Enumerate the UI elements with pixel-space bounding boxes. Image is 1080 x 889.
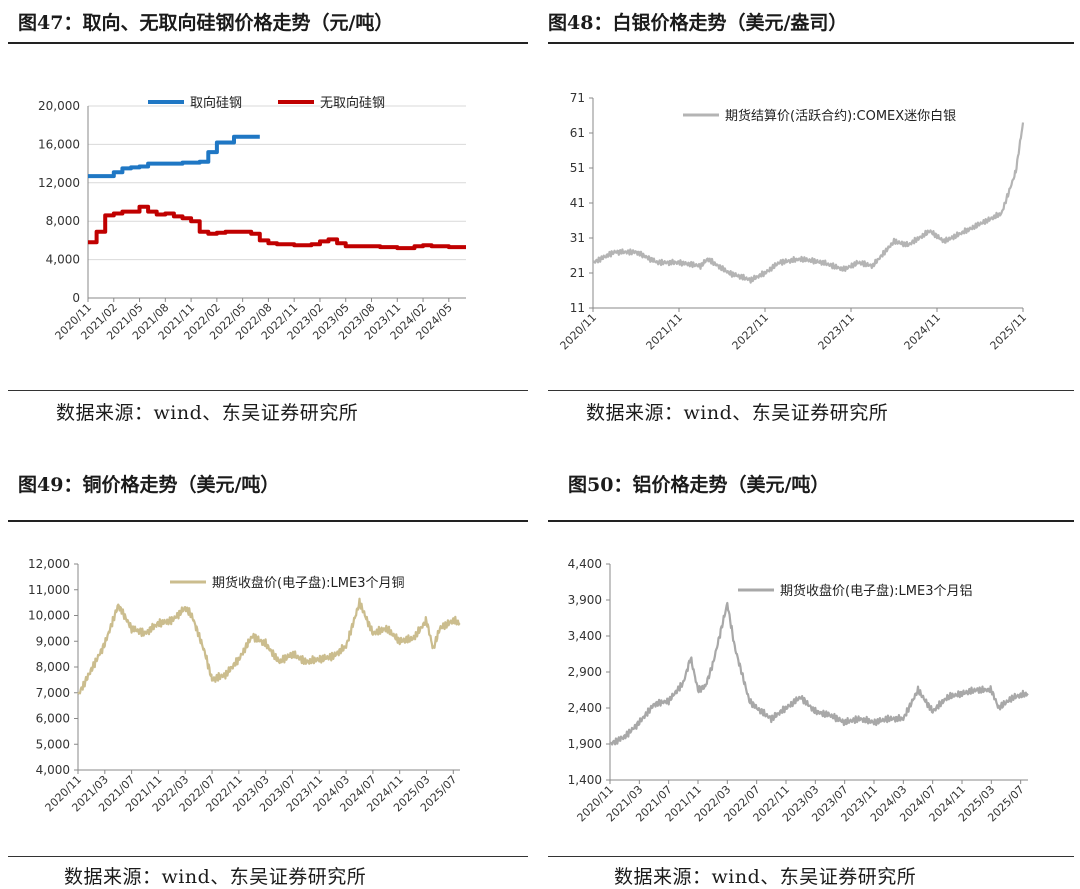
y-tick-label: 7,000 — [36, 686, 70, 700]
chart-copper: 4,000 5,000 6,000 7,000 8,000 9,000 10,000 11,0… — [28, 557, 461, 814]
series-line-0 — [592, 122, 1025, 284]
source-rule — [8, 390, 528, 391]
chart-panel-fig48: 图48：白银价格走势（美元/盎司） 11 21 31 41 51 61 71 2020/11 2… — [548, 0, 1074, 440]
y-tick-label: 8,000 — [46, 214, 80, 228]
figure-title: 图49：铜价格走势（美元/吨） — [18, 474, 280, 496]
y-tick-label: 12,000 — [28, 557, 70, 571]
y-tick-label: 1,900 — [568, 737, 602, 751]
y-tick-label: 12,000 — [38, 176, 80, 190]
source-rule — [548, 856, 1074, 857]
series-line-0 — [77, 597, 461, 695]
y-tick-label: 4,000 — [46, 253, 80, 267]
y-tick-label: 16,000 — [38, 137, 80, 151]
y-tick-label: 41 — [570, 196, 585, 210]
source-note: 数据来源：wind、东吴证券研究所 — [586, 402, 889, 424]
source-rule — [548, 390, 1074, 391]
title-rule — [548, 42, 1074, 44]
figure-title: 图50：铝价格走势（美元/吨） — [568, 474, 830, 496]
legend-label: 期货收盘价(电子盘):LME3个月铝 — [780, 583, 972, 599]
source-rule — [8, 856, 528, 857]
source-note: 数据来源：wind、东吴证券研究所 — [56, 402, 359, 424]
y-tick-label: 4,000 — [36, 763, 70, 777]
y-tick-label: 61 — [570, 126, 585, 140]
x-tick-label: 2024/11 — [902, 311, 944, 353]
y-tick-label: 20,000 — [38, 99, 80, 113]
chart-panel-fig47: 图47：取向、无取向硅钢价格走势（元/吨） 0 4,000 8,000 12,000 1… — [8, 0, 528, 440]
y-tick-label: 8,000 — [36, 660, 70, 674]
chart-silicon-steel: 04,0008,00012,00016,00020,0002020/112021… — [38, 95, 466, 342]
y-tick-label: 5,000 — [36, 737, 70, 751]
y-tick-label: 71 — [570, 91, 585, 105]
y-tick-label: 10,000 — [28, 609, 70, 623]
chart-panel-fig49: 图49：铜价格走势（美元/吨） 4,000 5,000 6,000 7,000 8,00… — [8, 460, 528, 888]
source-note: 数据来源：wind、东吴证券研究所 — [614, 866, 917, 888]
legend-label: 无取向硅钢 — [320, 95, 385, 111]
legend-label: 取向硅钢 — [190, 95, 242, 111]
title-rule — [8, 42, 528, 44]
y-tick-label: 9,000 — [36, 634, 70, 648]
x-tick-label: 2025/11 — [988, 311, 1030, 353]
y-tick-label: 4,400 — [568, 557, 602, 571]
series-line-0 — [88, 134, 260, 179]
figure-title: 图47：取向、无取向硅钢价格走势（元/吨） — [18, 12, 394, 34]
title-rule — [8, 520, 528, 522]
series-line-1 — [88, 204, 466, 251]
y-tick-label: 1,400 — [568, 773, 602, 787]
x-tick-label: 2021/11 — [644, 311, 686, 353]
chart-aluminum: 1,4001,9002,4002,9003,4003,9004,4002020/… — [568, 557, 1029, 824]
x-tick-label: 2020/11 — [558, 311, 600, 353]
y-tick-label: 11,000 — [28, 583, 70, 597]
x-tick-label: 2022/11 — [730, 311, 772, 353]
y-tick-label: 51 — [570, 161, 585, 175]
y-tick-label: 6,000 — [36, 712, 70, 726]
chart-panel-fig50: 图50：铝价格走势（美元/吨） 1,400 1,900 2,400 2,900 3,40… — [548, 460, 1074, 888]
chart-silver: 11 21 31 41 51 61 71 2020/11 2021/11 2022/11 2023/… — [558, 91, 1030, 353]
legend-label: 期货收盘价(电子盘):LME3个月铜 — [212, 575, 404, 591]
y-tick-label: 11 — [570, 301, 585, 315]
y-tick-label: 3,900 — [568, 593, 602, 607]
y-tick-label: 0 — [72, 291, 80, 305]
legend-label: 期货结算价(活跃合约):COMEX迷你白银 — [725, 108, 956, 124]
figure-title: 图48：白银价格走势（美元/盎司） — [548, 12, 848, 34]
series-line-0 — [609, 601, 1029, 746]
x-tick-label: 2023/11 — [816, 311, 858, 353]
y-tick-label: 21 — [570, 266, 585, 280]
y-tick-label: 31 — [570, 231, 585, 245]
source-note: 数据来源：wind、东吴证券研究所 — [64, 866, 367, 888]
y-tick-label: 2,400 — [568, 701, 602, 715]
y-tick-label: 3,400 — [568, 629, 602, 643]
title-rule — [548, 520, 1074, 522]
y-tick-label: 2,900 — [568, 665, 602, 679]
